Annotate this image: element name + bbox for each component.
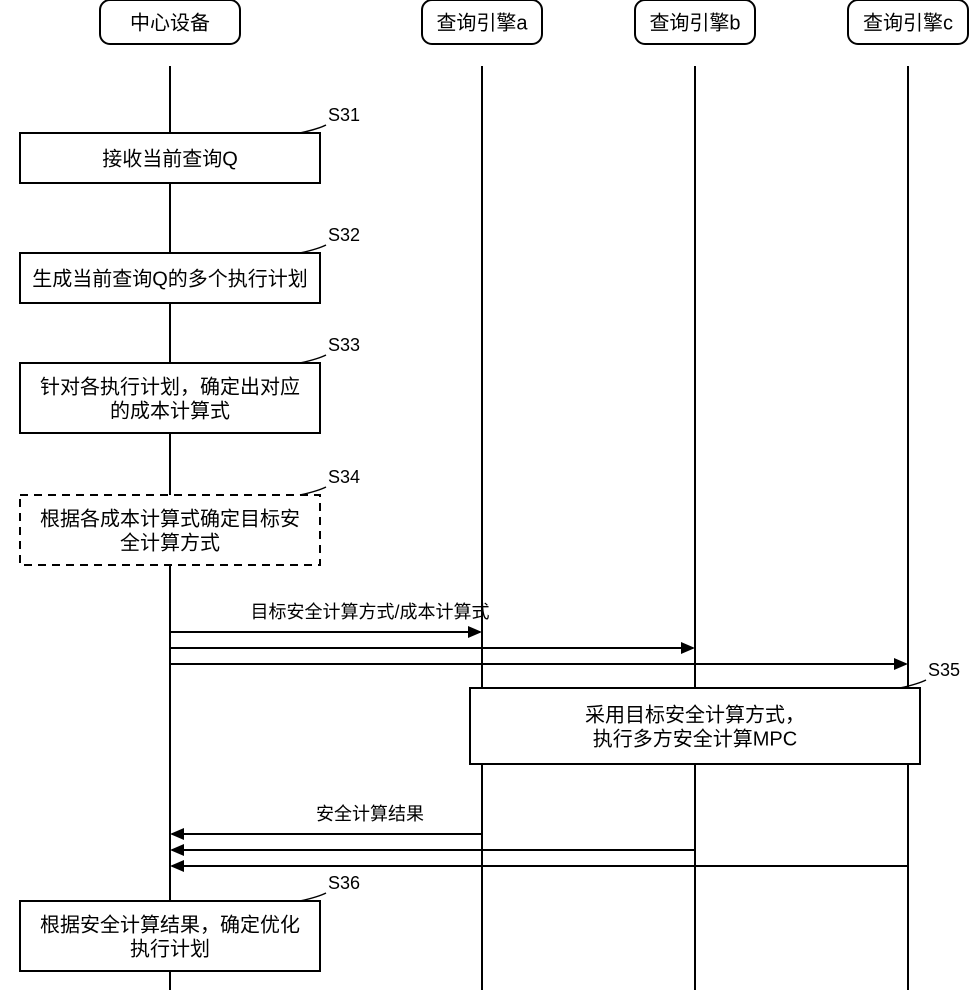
participant-label: 查询引擎b bbox=[649, 11, 740, 34]
step-text: 针对各执行计划，确定出对应 bbox=[40, 375, 300, 398]
participant-label: 查询引擎a bbox=[436, 11, 528, 34]
msg-label-out: 目标安全计算方式/成本计算式 bbox=[251, 602, 490, 622]
step-text: 执行多方安全计算MPC bbox=[593, 727, 797, 750]
step-text: 根据安全计算结果，确定优化 bbox=[40, 913, 300, 936]
step-s32: 生成当前查询Q的多个执行计划 S32 bbox=[20, 225, 360, 303]
step-text: 生成当前查询Q的多个执行计划 bbox=[32, 267, 308, 290]
step-text: 采用目标安全计算方式， bbox=[585, 703, 805, 726]
step-label: S33 bbox=[328, 335, 360, 355]
step-s34: 根据各成本计算式确定目标安全计算方式 S34 bbox=[20, 467, 360, 565]
participant-qa: 查询引擎a bbox=[422, 0, 542, 44]
participant-label: 中心设备 bbox=[130, 11, 210, 34]
step-text: 的成本计算式 bbox=[110, 399, 230, 422]
step-text: 全计算方式 bbox=[120, 531, 220, 554]
step-text: 根据各成本计算式确定目标安 bbox=[40, 507, 300, 530]
step-s36: 根据安全计算结果，确定优化执行计划 S36 bbox=[20, 873, 360, 971]
participant-center: 中心设备 bbox=[100, 0, 240, 44]
participant-qc: 查询引擎c bbox=[848, 0, 968, 44]
participant-label: 查询引擎c bbox=[863, 11, 953, 34]
step-text: 接收当前查询Q bbox=[102, 147, 238, 170]
participant-qb: 查询引擎b bbox=[635, 0, 755, 44]
step-label: S36 bbox=[328, 873, 360, 893]
step-s31: 接收当前查询Q S31 bbox=[20, 105, 360, 183]
step-s35: 采用目标安全计算方式，执行多方安全计算MPC S35 bbox=[470, 660, 960, 764]
step-text: 执行计划 bbox=[130, 937, 210, 960]
step-label: S35 bbox=[928, 660, 960, 680]
step-label: S34 bbox=[328, 467, 360, 487]
msg-label-back: 安全计算结果 bbox=[316, 804, 424, 824]
step-s33: 针对各执行计划，确定出对应的成本计算式 S33 bbox=[20, 335, 360, 433]
step-label: S31 bbox=[328, 105, 360, 125]
step-label: S32 bbox=[328, 225, 360, 245]
